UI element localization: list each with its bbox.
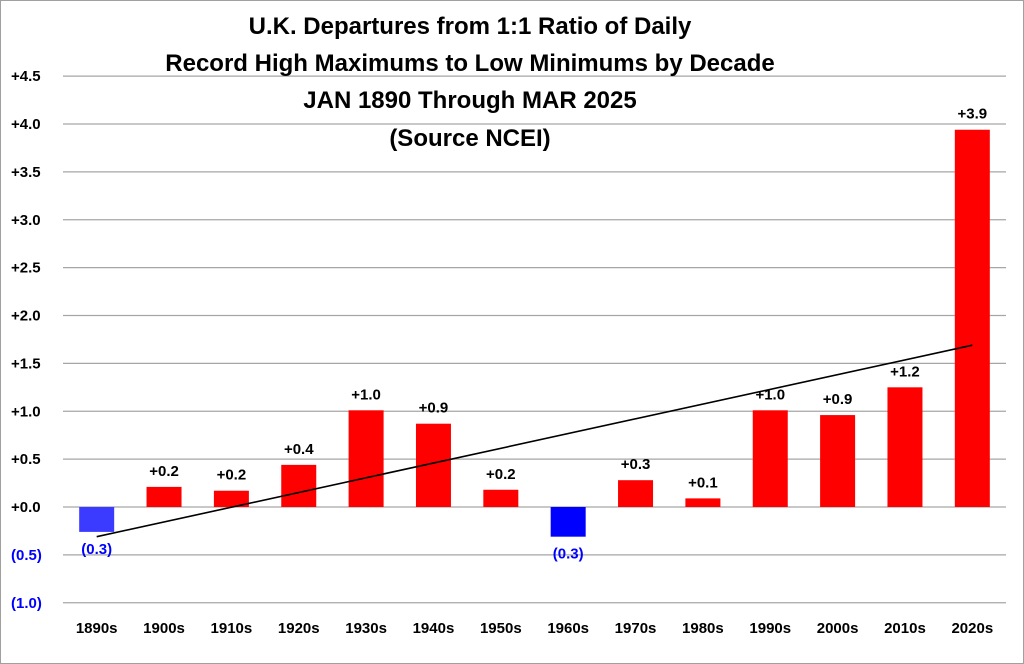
- bar-1980s: [685, 498, 721, 507]
- chart-title: U.K. Departures from 1:1 Ratio of Daily …: [165, 13, 774, 152]
- chart-title-line-1: U.K. Departures from 1:1 Ratio of Daily: [249, 13, 692, 40]
- x-tick-label: 1990s: [749, 620, 791, 637]
- x-tick-label: 1930s: [345, 620, 387, 637]
- y-tick-label: (1.0): [11, 595, 42, 612]
- chart-title-line-2: Record High Maximums to Low Minimums by …: [165, 50, 774, 77]
- y-tick-label: +3.0: [11, 212, 41, 229]
- bars: [79, 129, 990, 537]
- y-tick-label: +1.5: [11, 355, 41, 372]
- data-label: +0.9: [419, 400, 449, 417]
- data-label: +0.9: [823, 391, 853, 408]
- x-tick-label: 1980s: [682, 620, 724, 637]
- data-label: +3.9: [958, 106, 988, 123]
- data-label: +0.1: [688, 474, 718, 491]
- y-tick-label: +3.5: [11, 164, 41, 181]
- x-tick-label: 1970s: [615, 620, 657, 637]
- bar-1960s: [550, 507, 586, 537]
- data-label: +0.2: [149, 463, 179, 480]
- x-tick-label: 2010s: [884, 620, 926, 637]
- y-tick-label: +2.5: [11, 260, 41, 277]
- bar-1950s: [483, 489, 519, 507]
- y-tick-label: (0.5): [11, 547, 42, 564]
- x-tick-label: 1940s: [413, 620, 455, 637]
- bar-2000s: [820, 415, 856, 507]
- x-tick-label: 1910s: [211, 620, 253, 637]
- x-tick-label: 2020s: [951, 620, 993, 637]
- chart-title-line-4: (Source NCEI): [389, 125, 550, 152]
- data-label: (0.3): [553, 546, 584, 563]
- y-tick-label: +4.0: [11, 116, 41, 133]
- data-label: +0.4: [284, 441, 314, 458]
- y-tick-label: +4.5: [11, 68, 41, 85]
- bar-2020s: [954, 129, 990, 507]
- y-axis-tick-labels: (1.0) (0.5) +0.0 +0.5 +1.0 +1.5 +2.0 +2.5 +3.0 +3…: [11, 68, 42, 612]
- x-tick-label: 1890s: [76, 620, 118, 637]
- data-label: +0.2: [486, 466, 516, 483]
- bar-1920s: [281, 464, 317, 507]
- bar-1900s: [146, 486, 182, 507]
- bar-1890s: [79, 507, 115, 532]
- y-tick-label: +0.0: [11, 499, 41, 516]
- x-tick-label: 1920s: [278, 620, 320, 637]
- bar-1990s: [752, 410, 788, 507]
- trendline: [96, 344, 973, 538]
- x-tick-label: 1900s: [143, 620, 185, 637]
- x-tick-label: 1960s: [547, 620, 589, 637]
- data-label: +0.3: [621, 456, 651, 473]
- x-tick-label: 1950s: [480, 620, 522, 637]
- y-tick-label: +0.5: [11, 451, 41, 468]
- data-labels: (0.3) +0.2 +0.2 +0.4 +1.0 +0.9 +0.2 (0.3) +0.3 +0…: [81, 106, 987, 563]
- data-label: +1.2: [890, 363, 920, 380]
- y-tick-label: +2.0: [11, 308, 41, 325]
- data-label: (0.3): [81, 541, 112, 558]
- chart-title-line-3: JAN 1890 Through MAR 2025: [303, 87, 636, 114]
- x-tick-label: 2000s: [817, 620, 859, 637]
- gridlines: [63, 75, 1006, 604]
- bar-1910s: [213, 490, 249, 507]
- data-label: +1.0: [351, 386, 381, 403]
- data-label: +0.2: [217, 467, 247, 484]
- bar-1970s: [618, 480, 654, 507]
- bar-2010s: [887, 387, 923, 507]
- bar-1930s: [348, 410, 384, 507]
- x-axis-tick-labels: 1890s 1900s 1910s 1920s 1930s 1940s 1950s 1960s…: [76, 620, 993, 637]
- y-tick-label: +1.0: [11, 403, 41, 420]
